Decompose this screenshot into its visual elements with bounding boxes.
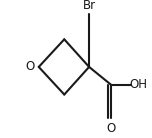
- Text: OH: OH: [130, 78, 148, 91]
- Text: O: O: [26, 60, 35, 73]
- Text: O: O: [107, 122, 116, 135]
- Text: Br: Br: [83, 0, 96, 12]
